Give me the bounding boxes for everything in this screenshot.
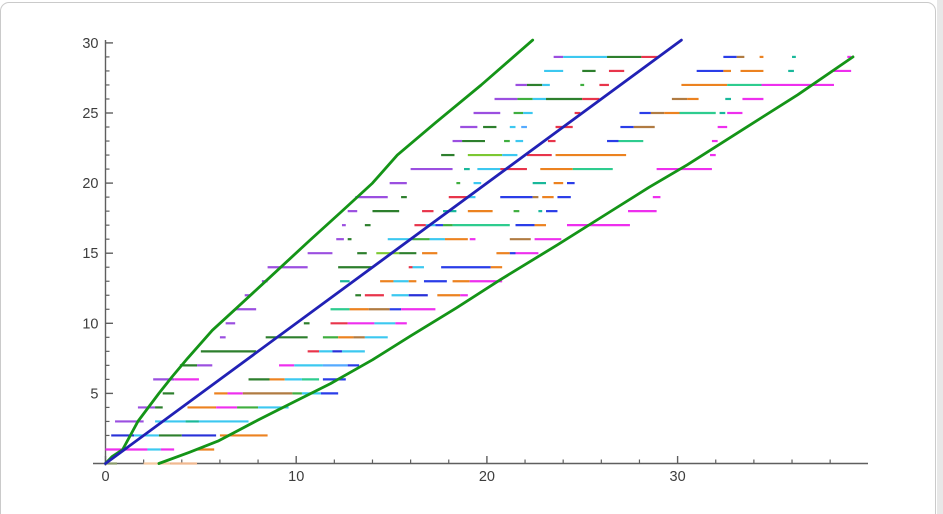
y-tick-label: 25 (82, 106, 98, 122)
x-tick-label: 30 (670, 469, 686, 485)
y-tick-label: 20 (82, 176, 98, 192)
lower-bound-curve-path (157, 55, 855, 465)
y-tick-label: 15 (82, 246, 98, 262)
diagonal-line (104, 38, 683, 465)
y-tick-label: 30 (82, 36, 98, 52)
page-right-gutter (937, 0, 943, 514)
x-tick-label: 0 (101, 469, 109, 485)
y-tick-label: 5 (90, 386, 98, 402)
x-tick-labels: 0 10 20 30 (101, 469, 685, 485)
upper-bound-curve-path (104, 38, 535, 465)
upper-bound-curve (104, 38, 535, 465)
lower-bound-curve (157, 55, 855, 465)
axes (93, 40, 868, 466)
x-tick-label: 10 (288, 469, 304, 485)
interval-segments-layer (105, 55, 852, 465)
y-axis-ticks (105, 42, 113, 451)
diagonal-line-path (104, 38, 683, 465)
y-tick-labels: 5 10 15 20 25 30 (82, 36, 98, 402)
y-tick-label: 10 (82, 316, 98, 332)
x-axis-ticks (104, 456, 831, 464)
x-tick-label: 20 (479, 469, 495, 485)
